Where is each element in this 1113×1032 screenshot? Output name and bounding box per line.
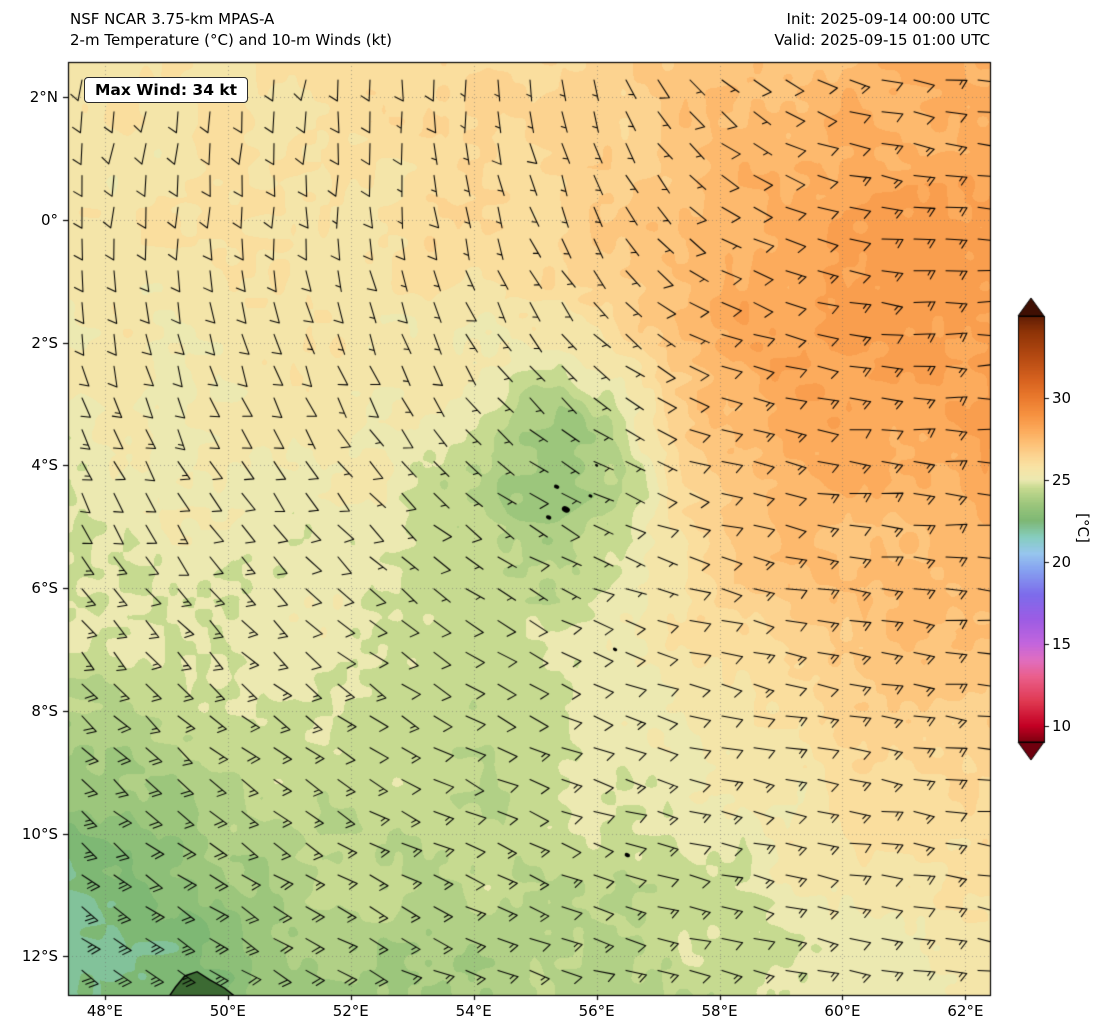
figure-time-block: Init: 2025-09-14 00:00 UTC Valid: 2025-0… bbox=[774, 9, 990, 51]
valid-time-label: Valid: 2025-09-15 01:00 UTC bbox=[774, 31, 990, 49]
figure-subtitle: 2-m Temperature (°C) and 10-m Winds (kt) bbox=[70, 31, 392, 49]
model-title: NSF NCAR 3.75-km MPAS-A bbox=[70, 10, 275, 28]
init-time-label: Init: 2025-09-14 00:00 UTC bbox=[786, 10, 990, 28]
colorbar-unit-label: [°C] bbox=[1073, 513, 1092, 543]
figure-title-block: NSF NCAR 3.75-km MPAS-A 2-m Temperature … bbox=[70, 9, 392, 51]
max-wind-badge: Max Wind: 34 kt bbox=[84, 77, 249, 103]
